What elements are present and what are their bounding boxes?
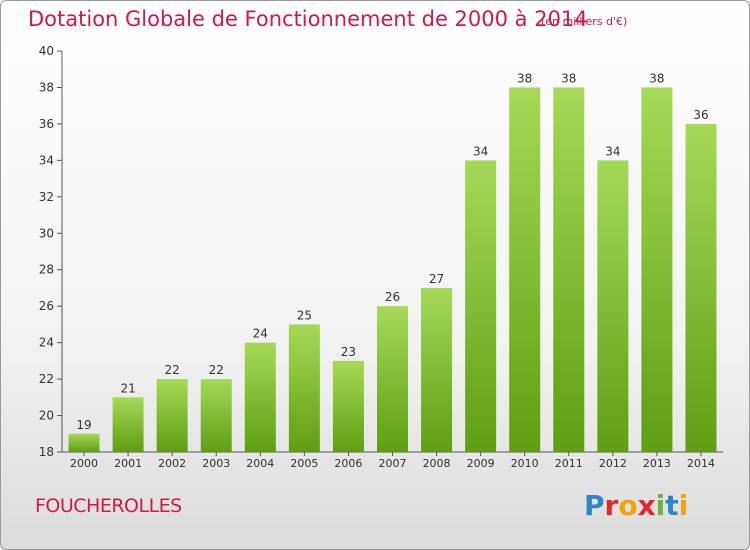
x-tick-label: 2012	[599, 457, 627, 470]
x-tick-label: 2008	[423, 457, 451, 470]
x-tick-label: 2006	[334, 457, 362, 470]
data-label-2010: 38	[517, 71, 532, 85]
bar-2006	[332, 360, 364, 452]
data-label-2004: 24	[253, 327, 268, 341]
y-tick-label: 36	[39, 117, 54, 131]
y-tick-label: 30	[39, 226, 54, 240]
y-tick-label: 34	[39, 153, 54, 167]
x-tick-label: 2005	[290, 457, 318, 470]
x-tick-label: 2011	[555, 457, 583, 470]
y-tick-label: 22	[39, 372, 54, 386]
data-label-2008: 27	[429, 272, 444, 286]
proxiti-logo[interactable]: Proxiti	[584, 489, 689, 522]
x-tick-label: 2009	[467, 457, 495, 470]
bar-2005	[288, 324, 320, 452]
y-tick-label: 18	[39, 445, 54, 459]
x-axis: 2000 2001 2002 2003 2004 2005 2006 2007 2008 2009…	[62, 451, 723, 470]
y-axis: 18 20 22 24 26 28 30 32 34 36 38 40	[39, 44, 63, 459]
bar-2007	[377, 306, 408, 452]
bar-2011	[553, 87, 585, 453]
y-tick-label: 26	[39, 299, 54, 313]
x-tick-label: 2002	[158, 457, 186, 470]
data-label-2007: 26	[385, 290, 400, 304]
x-tick-label: 2004	[246, 457, 274, 470]
bar-2008	[421, 287, 453, 452]
bar-2004	[244, 342, 276, 452]
y-tick-label: 32	[39, 190, 54, 204]
x-tick-label: 2001	[114, 457, 142, 470]
data-label-2011: 38	[561, 71, 576, 85]
data-label-2005: 25	[297, 308, 312, 322]
x-tick-label: 2000	[70, 457, 98, 470]
place-name: FOUCHEROLLES	[35, 495, 182, 517]
data-label-2001: 21	[120, 381, 135, 395]
x-tick-label: 2014	[687, 457, 715, 470]
x-tick-label: 2010	[511, 457, 539, 470]
data-label-2002: 22	[165, 363, 180, 377]
x-tick-label: 2007	[379, 457, 407, 470]
bar-2003	[200, 379, 232, 452]
data-label-2014: 36	[693, 108, 708, 122]
data-label-2003: 22	[209, 363, 224, 377]
y-tick-label: 38	[39, 80, 54, 94]
data-labels: 19 21 22 22 24 25 23 26 27 34 38 38 34 38 36	[76, 71, 708, 431]
bar-2002	[156, 379, 188, 452]
data-label-2012: 34	[605, 144, 620, 158]
x-tick-label: 2003	[202, 457, 230, 470]
y-tick-label: 40	[39, 44, 54, 58]
chart-subtitle: (en milliers d'€)	[541, 15, 628, 28]
bar-2009	[465, 160, 497, 452]
y-tick-label: 28	[39, 263, 54, 277]
bar-2001	[112, 397, 144, 452]
bar-2014	[685, 123, 717, 452]
y-tick-label: 24	[39, 336, 54, 350]
bar-2013	[641, 87, 673, 453]
data-label-2000: 19	[76, 418, 91, 432]
data-label-2013: 38	[649, 71, 664, 85]
bar-2000	[68, 433, 100, 452]
data-label-2009: 34	[473, 144, 488, 158]
chart-title: Dotation Globale de Fonctionnement de 20…	[28, 7, 588, 31]
data-label-2006: 23	[341, 345, 356, 359]
x-tick-label: 2013	[643, 457, 671, 470]
y-tick-label: 20	[39, 409, 54, 423]
bar-2012	[597, 160, 629, 452]
bars	[68, 87, 717, 453]
bar-2010	[509, 87, 541, 453]
